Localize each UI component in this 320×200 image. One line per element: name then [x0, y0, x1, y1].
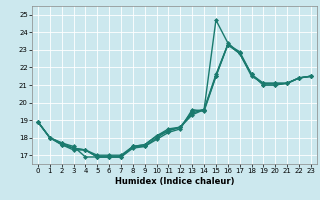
X-axis label: Humidex (Indice chaleur): Humidex (Indice chaleur)	[115, 177, 234, 186]
